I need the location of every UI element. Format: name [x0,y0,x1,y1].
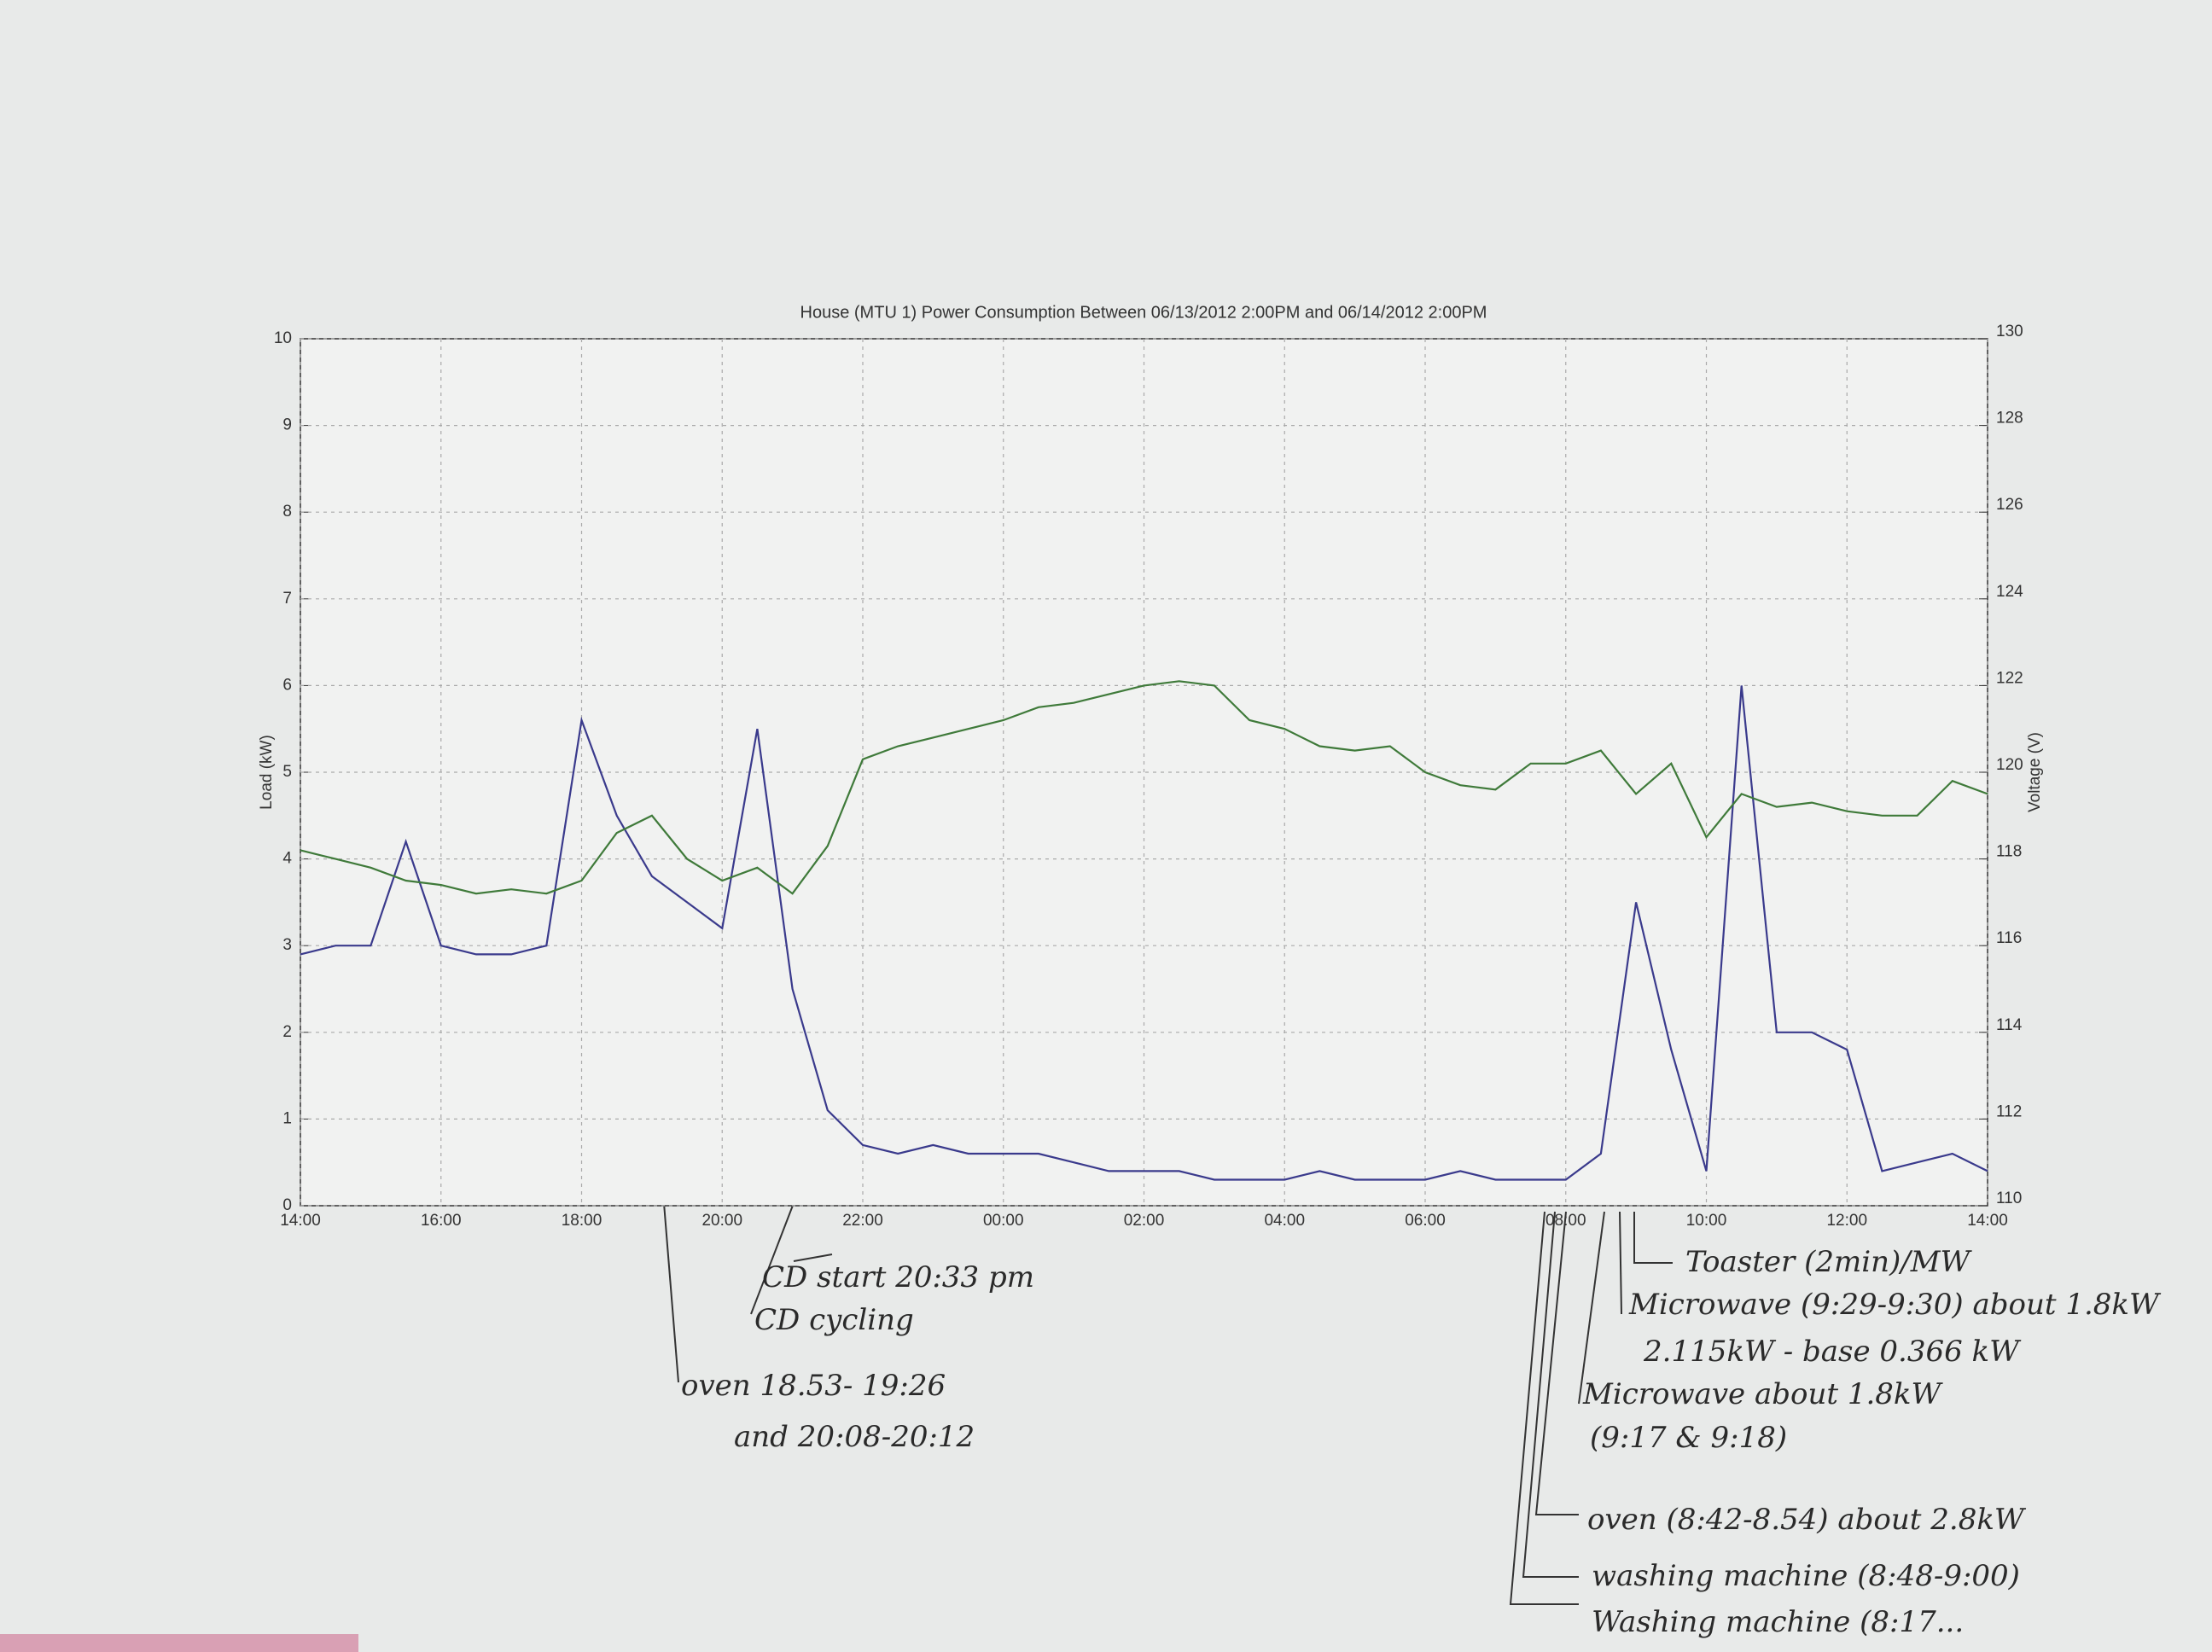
x-tick-label: 10:00 [1686,1212,1727,1230]
annotation: oven 18.53- 19:26 [681,1369,946,1403]
y-tick-label: 8 [282,503,292,521]
table-edge [0,1634,358,1652]
arrow [1522,1211,1579,1578]
annotation: and 20:08-20:12 [734,1420,975,1454]
y-tick-label: 2 [282,1023,292,1041]
arrow [1534,1211,1579,1515]
annotation: CD start 20:33 pm [762,1260,1034,1294]
x-tick-label: 02:00 [1124,1212,1165,1230]
chart-title: House (MTU 1) Power Consumption Between … [800,303,1487,322]
series-line [300,685,1988,1181]
arrow [793,1254,833,1262]
x-tick-label: 06:00 [1405,1212,1446,1230]
y2-tick-label: 130 [1996,323,2023,340]
y2-tick-label: 120 [1996,756,2023,774]
x-tick-label: 22:00 [842,1212,883,1230]
y-tick-label: 0 [282,1196,292,1214]
y-tick-label: 7 [282,590,292,608]
annotation: Washing machine (8:17... [1592,1605,1964,1639]
y-tick-label: 4 [282,850,292,868]
x-tick-label: 16:00 [421,1212,462,1230]
arrow [1509,1211,1579,1605]
arrow [750,1202,795,1315]
arrow [1619,1211,1622,1315]
annotation: Microwave about 1.8kW [1582,1377,1944,1411]
annotation: CD cycling [754,1303,914,1337]
y-tick-label: 9 [282,416,292,434]
x-tick-label: 14:00 [1967,1212,2008,1230]
y-tick-label: 6 [282,676,292,694]
y2-tick-label: 122 [1996,669,2023,687]
y-tick-label: 10 [274,329,292,347]
y-tick-label: 5 [282,763,292,781]
y2-axis-label: Voltage (V) [2026,732,2044,812]
annotation: Microwave (9:29-9:30) about 1.8kW [1628,1288,2162,1322]
y2-tick-label: 128 [1996,410,2023,428]
x-tick-label: 18:00 [562,1212,602,1230]
y2-tick-label: 118 [1996,843,2022,861]
annotation: washing machine (8:48-9:00) [1592,1559,2020,1593]
y2-tick-label: 124 [1996,583,2023,601]
y-axis-label: Load (kW) [258,735,276,810]
y2-tick-label: 112 [1996,1102,2022,1120]
x-tick-label: 20:00 [701,1212,742,1230]
annotation: 2.115kW - base 0.366 kW [1643,1335,2022,1369]
x-tick-label: 08:00 [1545,1212,1586,1230]
annotation: (9:17 & 9:18) [1590,1421,1787,1455]
annotation: oven (8:42-8.54) about 2.8kW [1587,1503,2027,1537]
arrow [1633,1212,1673,1264]
x-tick-label: 00:00 [983,1212,1024,1230]
y-tick-label: 3 [282,936,292,954]
y2-tick-label: 110 [1996,1190,2022,1207]
y2-tick-label: 116 [1996,929,2022,947]
arrow [1578,1211,1605,1405]
arrow [663,1202,679,1383]
annotation-arrows [663,1202,1673,1605]
y2-tick-label: 126 [1996,496,2023,514]
y-tick-label: 1 [282,1109,292,1127]
x-tick-label: 04:00 [1264,1212,1305,1230]
x-tick-label: 14:00 [280,1212,321,1230]
annotation: Toaster (2min)/MW [1685,1245,1973,1279]
x-tick-label: 12:00 [1826,1212,1867,1230]
y2-tick-label: 114 [1996,1016,2023,1034]
series-line [300,680,1988,895]
